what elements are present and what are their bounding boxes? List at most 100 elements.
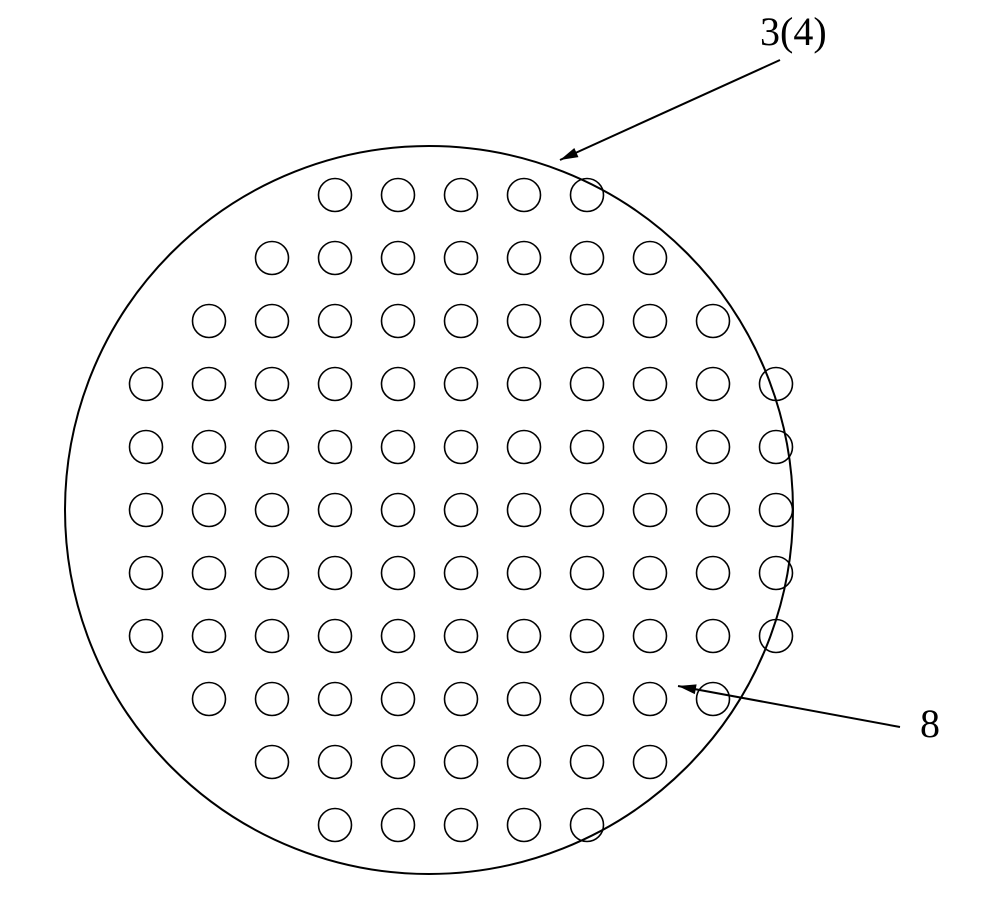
hole	[319, 305, 352, 338]
hole	[760, 368, 793, 401]
hole	[697, 368, 730, 401]
hole	[571, 305, 604, 338]
hole	[571, 683, 604, 716]
hole	[571, 557, 604, 590]
hole	[319, 620, 352, 653]
hole	[571, 431, 604, 464]
hole	[130, 557, 163, 590]
hole	[634, 431, 667, 464]
hole	[445, 431, 478, 464]
hole	[571, 620, 604, 653]
hole	[571, 179, 604, 212]
hole	[382, 620, 415, 653]
hole	[445, 683, 478, 716]
hole	[445, 242, 478, 275]
hole	[697, 557, 730, 590]
hole	[634, 683, 667, 716]
hole	[634, 494, 667, 527]
hole	[256, 683, 289, 716]
diagram-canvas: 3(4) 8	[0, 0, 1000, 915]
hole	[319, 746, 352, 779]
hole	[382, 557, 415, 590]
hole	[571, 809, 604, 842]
hole	[319, 557, 352, 590]
hole	[256, 620, 289, 653]
hole	[445, 746, 478, 779]
hole	[319, 683, 352, 716]
hole	[445, 368, 478, 401]
hole	[319, 179, 352, 212]
hole	[193, 683, 226, 716]
hole	[319, 809, 352, 842]
label-bottom: 8	[920, 700, 940, 747]
hole	[130, 431, 163, 464]
hole	[130, 368, 163, 401]
hole	[256, 557, 289, 590]
hole	[382, 305, 415, 338]
hole	[445, 557, 478, 590]
hole	[256, 494, 289, 527]
hole	[634, 242, 667, 275]
hole	[508, 683, 541, 716]
hole	[193, 368, 226, 401]
hole	[697, 305, 730, 338]
diagram-svg	[0, 0, 1000, 915]
hole	[193, 305, 226, 338]
hole	[697, 683, 730, 716]
hole	[634, 620, 667, 653]
leader-bottom-arrowhead	[678, 684, 697, 694]
hole	[760, 494, 793, 527]
hole	[760, 620, 793, 653]
hole	[319, 431, 352, 464]
hole	[508, 431, 541, 464]
hole	[382, 179, 415, 212]
hole	[319, 494, 352, 527]
hole	[508, 242, 541, 275]
hole	[445, 809, 478, 842]
hole	[634, 305, 667, 338]
hole	[193, 494, 226, 527]
leader-top-arrowhead	[560, 148, 578, 160]
hole	[382, 683, 415, 716]
hole	[571, 746, 604, 779]
hole	[634, 746, 667, 779]
hole	[571, 494, 604, 527]
leader-bottom-line	[678, 686, 900, 727]
hole	[445, 305, 478, 338]
hole	[571, 368, 604, 401]
hole	[697, 431, 730, 464]
hole	[508, 305, 541, 338]
hole	[697, 494, 730, 527]
hole	[256, 305, 289, 338]
hole	[508, 179, 541, 212]
hole	[382, 431, 415, 464]
hole	[319, 368, 352, 401]
hole	[634, 368, 667, 401]
hole	[382, 809, 415, 842]
hole	[382, 368, 415, 401]
hole	[256, 746, 289, 779]
hole	[130, 620, 163, 653]
hole	[445, 494, 478, 527]
hole	[256, 431, 289, 464]
hole	[382, 242, 415, 275]
hole	[445, 620, 478, 653]
hole	[193, 431, 226, 464]
hole	[508, 494, 541, 527]
label-top: 3(4)	[760, 8, 827, 55]
hole	[382, 494, 415, 527]
hole	[193, 620, 226, 653]
hole	[382, 746, 415, 779]
hole	[571, 242, 604, 275]
hole	[130, 494, 163, 527]
leader-top-line	[560, 60, 780, 160]
hole	[508, 368, 541, 401]
hole	[193, 557, 226, 590]
hole	[508, 620, 541, 653]
hole	[508, 746, 541, 779]
hole	[256, 368, 289, 401]
hole	[697, 620, 730, 653]
hole	[634, 557, 667, 590]
hole	[445, 179, 478, 212]
perforated-plate	[65, 146, 793, 874]
